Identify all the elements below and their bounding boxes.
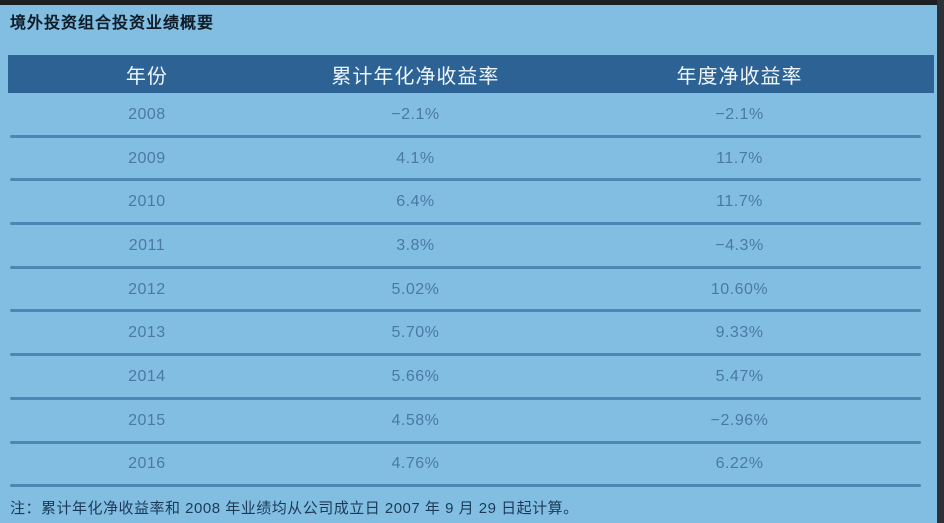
performance-table: 年份 累计年化净收益率 年度净收益率 2008 −2.1% −2.1% 2009… — [8, 55, 934, 487]
year-cell: 2016 — [128, 455, 166, 473]
annual-return-cell: −2.1% — [715, 105, 764, 123]
cumulative-return-cell: 4.58% — [391, 411, 440, 429]
page-title: 境外投资组合投资业绩概要 — [10, 15, 215, 32]
table-body: 2008 −2.1% −2.1% 2009 4.1% 11.7% 2010 6.… — [8, 93, 934, 487]
year-cell: 2011 — [128, 236, 166, 254]
cumulative-return-cell: 3.8% — [396, 236, 435, 254]
annual-return-cell: 9.33% — [715, 324, 764, 342]
table-row: 2010 6.4% 11.7% — [8, 180, 934, 225]
column-header-year: 年份 — [125, 65, 168, 88]
cumulative-return-cell: 4.76% — [391, 455, 440, 473]
annual-return-cell: 5.47% — [715, 367, 764, 385]
column-header-cumulative-annualized-net-return: 累计年化净收益率 — [331, 65, 500, 88]
annual-return-cell: 11.7% — [716, 149, 763, 167]
table-row: 2014 5.66% 5.47% — [8, 355, 934, 400]
year-cell: 2012 — [128, 280, 166, 298]
cumulative-return-cell: 5.02% — [391, 280, 440, 298]
annual-return-cell: 10.60% — [710, 280, 769, 298]
table-row: 2008 −2.1% −2.1% — [8, 93, 934, 138]
cumulative-return-cell: 4.1% — [396, 149, 435, 167]
table-row: 2009 4.1% 11.7% — [8, 137, 934, 182]
column-header-annual-net-return: 年度净收益率 — [676, 65, 803, 88]
year-cell: 2014 — [128, 367, 166, 385]
year-cell: 2010 — [128, 193, 166, 211]
cumulative-return-cell: 5.66% — [391, 367, 440, 385]
year-cell: 2013 — [128, 324, 166, 342]
table-row: 2016 4.76% 6.22% — [8, 443, 934, 487]
year-cell: 2008 — [128, 105, 166, 123]
annual-return-cell: 11.7% — [716, 193, 763, 211]
table-footnote: 注：累计年化净收益率和 2008 年业绩均从公司成立日 2007 年 9 月 2… — [10, 500, 579, 517]
annual-return-cell: −2.96% — [710, 411, 769, 429]
year-cell: 2009 — [128, 149, 166, 167]
cumulative-return-cell: 5.70% — [391, 324, 440, 342]
cumulative-return-cell: −2.1% — [391, 105, 440, 123]
cumulative-return-cell: 6.4% — [396, 193, 435, 211]
annual-return-cell: 6.22% — [715, 455, 764, 473]
table-row: 2012 5.02% 10.60% — [8, 268, 934, 313]
annual-return-cell: −4.3% — [715, 236, 764, 254]
table-row: 2011 3.8% −4.3% — [8, 224, 934, 269]
table-row: 2015 4.58% −2.96% — [8, 399, 934, 444]
table-header-row: 年份 累计年化净收益率 年度净收益率 — [8, 55, 934, 93]
top-edge-strip — [0, 0, 944, 5]
year-cell: 2015 — [128, 411, 166, 429]
right-edge-strip — [937, 0, 944, 523]
table-row: 2013 5.70% 9.33% — [8, 311, 934, 356]
